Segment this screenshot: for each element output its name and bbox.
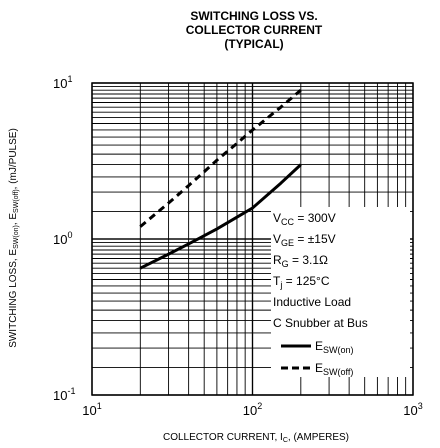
test-condition: VCC = 300V bbox=[273, 211, 336, 227]
series-line-esw-on bbox=[139, 163, 302, 270]
x-tick-label: 103 bbox=[403, 401, 422, 418]
annotation-background bbox=[271, 207, 410, 377]
legend-label: ESW(on) bbox=[315, 339, 354, 355]
y-tick-label: 101 bbox=[53, 74, 72, 91]
y-axis-label: SWITCHING LOSS, ESW(on), ESW(off), (mJ/P… bbox=[8, 128, 20, 348]
chart-title-line-2: COLLECTOR CURRENT bbox=[186, 23, 323, 37]
y-tick-label: 100 bbox=[53, 230, 72, 247]
legend-label: ESW(off) bbox=[315, 361, 353, 377]
y-tick-label: 10-1 bbox=[53, 386, 75, 403]
test-condition: RG = 3.1Ω bbox=[273, 253, 328, 269]
legend: ESW(on) ESW(off) bbox=[281, 339, 354, 377]
test-condition: VGE = ±15V bbox=[273, 232, 336, 248]
series-layer bbox=[139, 88, 302, 270]
chart-title-line-1: SWITCHING LOSS VS. bbox=[190, 9, 317, 23]
series-line-esw-off bbox=[139, 88, 302, 228]
annotation-background-box bbox=[271, 207, 410, 377]
plot-frame bbox=[91, 82, 414, 396]
test-condition: Tj = 125°C bbox=[273, 274, 330, 290]
tick-labels: 101 102 103 10-1 100 101 bbox=[53, 74, 423, 418]
x-tick-label: 102 bbox=[243, 401, 262, 418]
test-conditions: VCC = 300V VGE = ±15V RG = 3.1Ω Tj = 125°C I… bbox=[273, 211, 368, 330]
x-axis-label: COLLECTOR CURRENT, IC, (AMPERES) bbox=[163, 432, 349, 444]
chart-title-line-3: (TYPICAL) bbox=[224, 37, 283, 51]
x-tick-label: 101 bbox=[82, 401, 101, 418]
test-condition: C Snubber at Bus bbox=[273, 316, 368, 330]
test-condition: Inductive Load bbox=[273, 295, 351, 309]
